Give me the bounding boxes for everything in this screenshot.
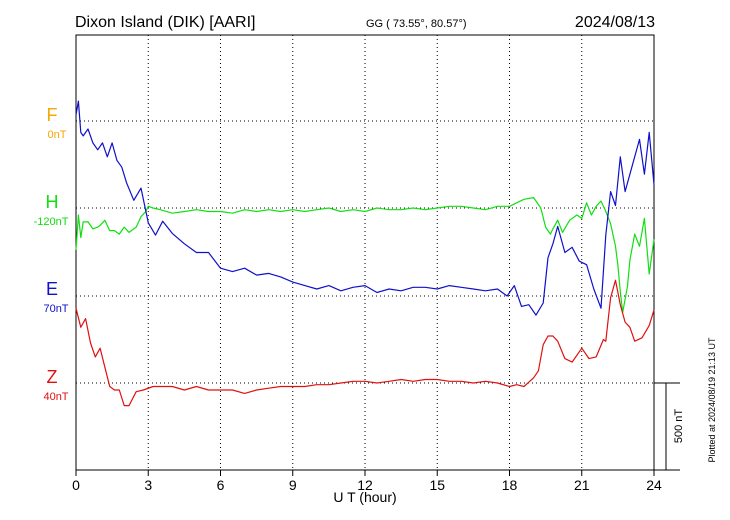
series-label-h: H (46, 192, 59, 212)
baseline-label-h: -120nT (34, 216, 69, 228)
x-tick-label: 12 (357, 477, 373, 493)
series-label-f: F (47, 105, 58, 125)
station-coordinates: GG ( 73.55°, 80.57°) (366, 18, 467, 30)
baseline-label-z: 40nT (43, 391, 68, 403)
x-tick-label: 3 (144, 477, 152, 493)
plot-date: 2024/08/13 (575, 14, 655, 31)
baseline-label-f: 0nT (48, 129, 67, 141)
grid-lines (76, 35, 654, 470)
data-lines (75, 100, 655, 407)
x-tick-label: 15 (429, 477, 445, 493)
x-axis-ticks (75, 470, 655, 476)
x-axis-tick-labels: 0 3 6 9 12 15 18 21 24 (72, 477, 662, 493)
x-tick-label: 6 (217, 477, 225, 493)
station-title: Dixon Island (DIK) [AARI] (75, 14, 256, 31)
x-tick-label: 9 (289, 477, 297, 493)
x-axis-label: U T (hour) (333, 489, 396, 505)
x-tick-label: 21 (574, 477, 590, 493)
series-label-e: E (46, 279, 58, 299)
series-label-z: Z (47, 367, 58, 387)
scale-bar-label: 500 nT (673, 409, 685, 444)
x-tick-label: 0 (72, 477, 80, 493)
x-tick-label: 18 (502, 477, 518, 493)
series-line-h (75, 197, 655, 313)
series-line-z (75, 279, 655, 407)
plot-frame (75, 34, 655, 471)
baseline-label-e: 70nT (43, 303, 68, 315)
plotted-timestamp: Plotted at 2024/08/19 21:13 UT (707, 337, 717, 463)
x-tick-label: 24 (646, 477, 662, 493)
series-line-e (75, 100, 655, 316)
